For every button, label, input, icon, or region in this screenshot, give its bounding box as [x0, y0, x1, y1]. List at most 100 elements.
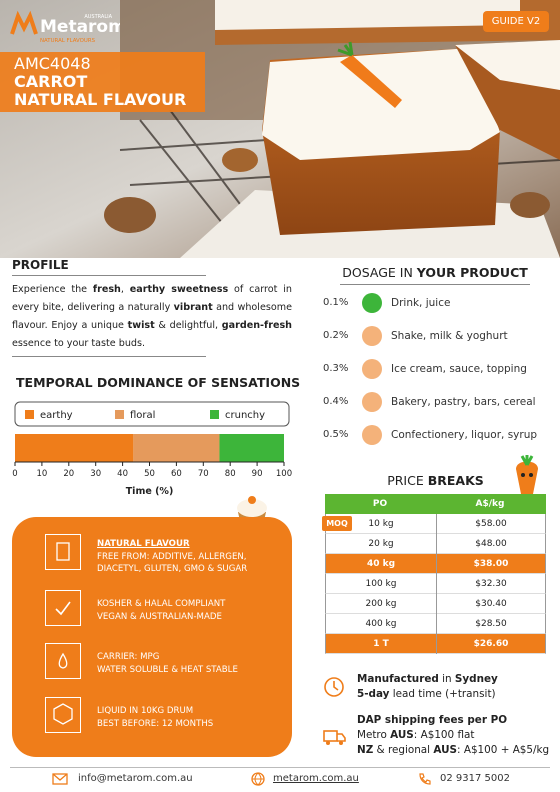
- text-run: BREAKS: [427, 473, 484, 488]
- x-tick-label: 40: [117, 469, 128, 479]
- phone-icon: [419, 773, 431, 785]
- logo-mark: [10, 10, 38, 35]
- table-row: 200 kg $30.40: [325, 594, 546, 614]
- legend-swatch: [210, 410, 219, 419]
- table-row: 40 kg $38.00: [325, 554, 546, 574]
- legend-label: crunchy: [225, 410, 265, 421]
- x-tick-label: 100: [276, 469, 292, 479]
- brand-tagline: NATURAL FLAVOURS: [40, 38, 96, 44]
- text-run: twist: [127, 320, 155, 331]
- text-run: NZ: [357, 744, 374, 756]
- ship-line: DAP shipping fees per PO: [357, 713, 549, 728]
- section-title: PROFILE: [12, 258, 69, 272]
- text-run: and wholesome flavour. Enjoy a unique: [12, 302, 292, 331]
- text-run: earthy sweetness: [129, 284, 229, 295]
- table-header: PO A$/kg: [325, 494, 546, 514]
- feature-line: DIACETYL, GLUTEN, GMO & SUGAR: [97, 564, 248, 574]
- bar-segment: [15, 434, 134, 462]
- text-run: & delightful,: [154, 320, 222, 331]
- features-panel: [12, 517, 292, 757]
- legend-label: earthy: [40, 410, 73, 421]
- text-run: Experience the: [12, 284, 93, 295]
- feature-icon: [45, 590, 81, 626]
- feature-line: BEST BEFORE: 12 MONTHS: [97, 718, 214, 729]
- x-tick-label: 10: [36, 469, 47, 479]
- ship-line: NZ & regional AUS: A$100 + A$5/kg: [357, 743, 549, 758]
- x-tick-label: 30: [90, 469, 101, 479]
- table-row: 10 kg $58.00: [325, 514, 546, 534]
- rule: [12, 356, 206, 357]
- chart-title: TEMPORAL DOMINANCE OF SENSATIONS: [16, 375, 300, 390]
- footer-website[interactable]: metarom.com.au: [273, 773, 359, 784]
- ship-line: Metro AUS: A$100 flat: [357, 728, 549, 743]
- text-run: essence to your taste buds.: [12, 338, 146, 349]
- bar-segment: [133, 434, 220, 462]
- price: $28.50: [475, 619, 507, 629]
- section-title: PRICE BREAKS: [325, 473, 546, 488]
- table-row: 20 kg $48.00: [325, 534, 546, 554]
- table-row: 1 T $26.60: [325, 634, 546, 654]
- legend-label: floral: [130, 410, 155, 421]
- dose-icon: [362, 425, 382, 445]
- ship-line: 5-day lead time (+transit): [357, 687, 498, 702]
- tds-chart: TEMPORAL DOMINANCE OF SENSATIONS earthy f…: [12, 375, 300, 497]
- text-run: PRICE: [387, 473, 428, 488]
- feature: LIQUID IN 10KG DRUM BEST BEFORE: 12 MONT…: [97, 705, 213, 730]
- footer-phone[interactable]: 02 9317 5002: [440, 773, 510, 784]
- text-run: Manufactured: [357, 673, 439, 685]
- price: $26.60: [473, 639, 509, 649]
- text-run: YOUR PRODUCT: [416, 265, 528, 280]
- rule: [10, 767, 550, 768]
- bar-segment: [219, 434, 284, 462]
- logo: Metarom AUSTRALIA NATURAL FLAVOURS: [10, 10, 120, 44]
- footer-email[interactable]: info@metarom.com.au: [78, 773, 193, 784]
- carrot-mascot: [516, 455, 538, 499]
- column-header: PO: [372, 499, 388, 509]
- text-run: AUS: [433, 744, 458, 756]
- cell-divider: [436, 554, 437, 574]
- po: 200 kg: [365, 599, 397, 609]
- rule: [12, 275, 206, 276]
- po: 20 kg: [368, 539, 394, 549]
- table-row: 400 kg $28.50: [325, 614, 546, 634]
- po: 1 T: [373, 639, 389, 649]
- text-run: in: [438, 673, 455, 685]
- po: 400 kg: [365, 619, 397, 629]
- title-block: [0, 52, 205, 112]
- text-run: Metro: [357, 729, 391, 741]
- feature-icon: [45, 643, 81, 679]
- text-run: of carrot in every bite, delivering a na…: [12, 284, 292, 313]
- cell-divider: [436, 634, 437, 654]
- product-code: AMC4048: [14, 54, 91, 73]
- price: $38.00: [473, 559, 509, 569]
- text-run: : A$100 flat: [413, 729, 475, 741]
- feature-line: LIQUID IN 10KG DRUM: [97, 706, 194, 716]
- cell-divider: [436, 534, 437, 554]
- text-run: ,: [120, 284, 130, 295]
- feature: NATURAL FLAVOUR FREE FROM: ADDITIVE, ALL…: [97, 538, 247, 576]
- dose: 0.3%: [323, 363, 349, 374]
- legend-box: [14, 401, 290, 427]
- lead-info: Manufactured in Sydney 5-day lead time (…: [357, 672, 498, 702]
- x-tick-label: 70: [198, 469, 209, 479]
- fee-info: DAP shipping fees per PO Metro AUS: A$10…: [357, 713, 549, 758]
- feature-line: WATER SOLUBLE & HEAT STABLE: [97, 664, 238, 675]
- text-run: garden-fresh: [221, 320, 292, 331]
- rule: [340, 284, 530, 285]
- dose-use: Confectionery, liquor, syrup: [391, 429, 538, 441]
- text-run: & regional: [373, 744, 434, 756]
- feature-line: KOSHER & HALAL COMPLIANT: [97, 599, 226, 609]
- dose: 0.4%: [323, 396, 349, 407]
- legend-swatch: [115, 410, 124, 419]
- text-run: DAP shipping fees per PO: [357, 714, 508, 726]
- po: 100 kg: [365, 579, 397, 589]
- dose-icon: [362, 293, 382, 313]
- price: $48.00: [475, 539, 507, 549]
- x-tick-label: 0: [12, 469, 17, 479]
- x-tick-label: 20: [63, 469, 74, 479]
- dose-use: Ice cream, sauce, topping: [391, 363, 527, 375]
- cell-divider: [436, 614, 437, 634]
- po: 40 kg: [366, 559, 396, 569]
- web-icon: [251, 772, 265, 786]
